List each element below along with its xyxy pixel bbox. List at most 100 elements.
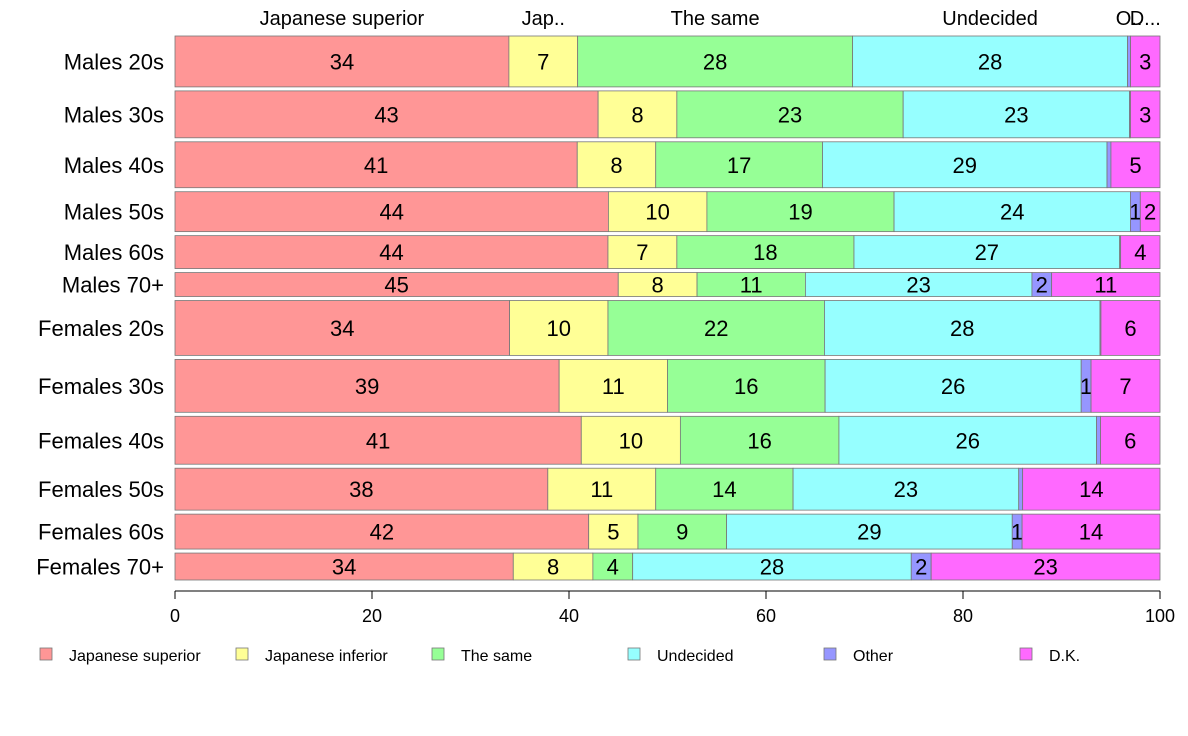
- legend-item-the-same: The same: [431, 647, 532, 665]
- value-label: 44: [379, 240, 403, 265]
- top-label-1: Jap..: [522, 8, 565, 30]
- bar-segment-undecided: [822, 141, 1108, 189]
- x-tick-label: 20: [362, 606, 382, 626]
- bar-row-females-20s: 34 10 22 28 6: [174, 300, 1161, 356]
- bar-segment-the-same: [706, 191, 895, 233]
- value-label: 14: [712, 477, 736, 502]
- bar-segment-japanese-superior: [174, 415, 582, 465]
- value-label: 26: [941, 374, 965, 399]
- value-label: 8: [631, 102, 643, 127]
- bar-row-males-40s: 41 8 17 29 5: [174, 141, 1161, 189]
- bar-segment-japanese-superior: [174, 552, 514, 581]
- value-label: 2: [915, 555, 927, 580]
- bar-segment-japanese-superior: [174, 300, 510, 356]
- bar-segment-japanese-superior: [174, 141, 578, 189]
- x-tick-label: 100: [1145, 606, 1175, 626]
- bar-segment-d-k: [1100, 300, 1161, 356]
- value-label: 23: [906, 273, 930, 298]
- value-label: 23: [1004, 102, 1028, 127]
- value-label: 34: [330, 49, 354, 74]
- value-label: 5: [1129, 153, 1141, 178]
- legend: Japanese superior Japanese inferior The sa…: [39, 647, 1080, 665]
- value-label: 28: [978, 49, 1002, 74]
- bar-segment-japanese-superior: [174, 467, 549, 511]
- bar-segment-japanese-inferior: [512, 552, 594, 581]
- bar-segment-japanese-inferior: [509, 300, 609, 356]
- bar-segment-undecided: [632, 552, 912, 581]
- legend-swatch: [431, 647, 445, 661]
- row-label-males-70: Males 70+: [62, 273, 164, 298]
- bar-segment-the-same: [607, 300, 825, 356]
- value-label: 27: [975, 240, 999, 265]
- bar-segment-other: [1096, 415, 1101, 465]
- bar-row-females-50s: 38 11 14 23 14: [174, 467, 1161, 511]
- bar-segment-japanese-superior: [174, 90, 599, 139]
- bar-segment-other: [1106, 141, 1112, 189]
- value-label: 7: [537, 49, 549, 74]
- value-label: 6: [1124, 428, 1136, 453]
- value-label: 44: [379, 200, 403, 225]
- value-label: 41: [364, 153, 388, 178]
- row-label-males-20s: Males 20s: [64, 49, 164, 74]
- bar-segment-d-k: [930, 552, 1161, 581]
- bar-row-males-50s: 44 10 19 24 1 2: [174, 191, 1161, 233]
- bar-segment-d-k: [1090, 359, 1161, 413]
- bar-segment-undecided: [838, 415, 1097, 465]
- value-label: 3: [1139, 49, 1151, 74]
- value-label: 26: [956, 428, 980, 453]
- value-label: 1: [1080, 374, 1092, 399]
- bar-segment-d-k: [1120, 235, 1161, 269]
- legend-swatch: [823, 647, 837, 661]
- value-label: 1: [1011, 520, 1023, 545]
- bar-segment-japanese-inferior: [508, 35, 579, 88]
- value-label: 10: [547, 316, 571, 341]
- bar-segment-undecided: [902, 90, 1130, 139]
- bar-segment-the-same: [667, 359, 826, 413]
- top-label-2: The same: [671, 8, 760, 30]
- value-label: 23: [778, 102, 802, 127]
- legend-swatch: [627, 647, 641, 661]
- value-label: 28: [950, 316, 974, 341]
- bar-segment-undecided: [792, 467, 1020, 511]
- row-label-females-20s: Females 20s: [38, 316, 164, 341]
- value-label: 22: [704, 316, 728, 341]
- bar-segment-undecided: [852, 35, 1128, 88]
- row-label-males-40s: Males 40s: [64, 153, 164, 178]
- value-label: 19: [788, 200, 812, 225]
- value-label: 17: [727, 153, 751, 178]
- bar-segment-d-k: [1130, 35, 1161, 88]
- value-label: 16: [747, 428, 771, 453]
- bar-segment-japanese-inferior: [608, 191, 708, 233]
- bar-segment-d-k: [1130, 90, 1161, 139]
- value-label: 9: [676, 520, 688, 545]
- bar-segment-japanese-inferior: [558, 359, 668, 413]
- value-label: 8: [610, 153, 622, 178]
- bar-row-males-60s: 44 7 18 27 4: [174, 235, 1161, 269]
- x-tick-label: 60: [756, 606, 776, 626]
- bar-row-males-70: 45 8 11 23 2 11: [174, 272, 1161, 298]
- value-label: 38: [349, 477, 373, 502]
- value-label: 5: [607, 520, 619, 545]
- legend-label: Japanese superior: [69, 648, 201, 665]
- value-label: 11: [740, 273, 763, 298]
- bar-segment-japanese-inferior: [588, 513, 639, 550]
- bar-segment-the-same: [655, 141, 823, 189]
- bar-segment-undecided: [726, 513, 1013, 550]
- bar-segment-japanese-superior: [174, 191, 609, 233]
- row-labels: Males 20s Males 30s Males 40s Males 50s Male…: [36, 49, 164, 579]
- x-tick-label: 40: [559, 606, 579, 626]
- bar-segment-undecided: [824, 359, 1082, 413]
- value-label: 41: [366, 428, 390, 453]
- bar-segment-undecided: [853, 235, 1121, 269]
- value-label: 42: [370, 520, 394, 545]
- value-label: 11: [590, 477, 613, 502]
- value-label: 23: [894, 477, 918, 502]
- x-tick-label: 80: [953, 606, 973, 626]
- bar-row-males-20s: 34 7 28 28 3: [174, 35, 1161, 88]
- bar-segment-the-same: [676, 235, 855, 269]
- row-label-females-50s: Females 50s: [38, 477, 164, 502]
- value-label: 34: [332, 555, 356, 580]
- value-label: 28: [760, 555, 784, 580]
